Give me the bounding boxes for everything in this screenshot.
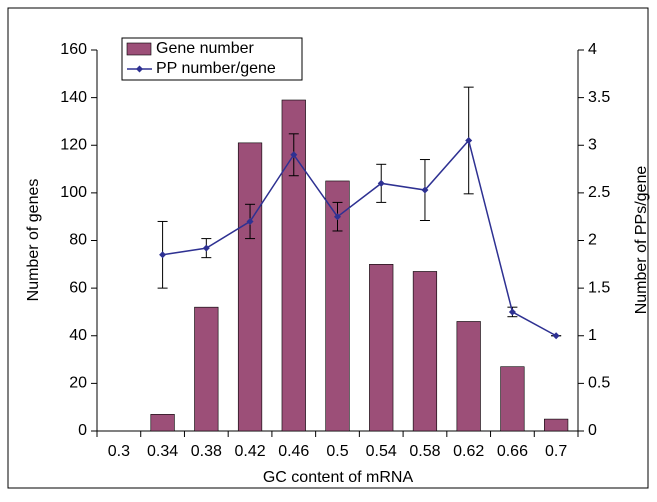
y2-tick-label: 2 [588,232,597,249]
y2-tick-label: 2.5 [588,184,610,201]
y-tick-label: 140 [60,89,87,106]
x-tick-label: 0.66 [497,443,528,460]
x-tick-label: 0.7 [545,443,567,460]
x-tick-label: 0.3 [108,443,130,460]
marker [377,179,385,187]
x-tick-label: 0.38 [191,443,222,460]
y-tick-label: 120 [60,136,87,153]
line [162,138,557,337]
y-tick-label: 40 [69,327,87,344]
marker [465,136,473,144]
legend-box [121,37,303,81]
y-tick-label: 60 [69,279,87,296]
bar [544,418,569,432]
bar [237,142,263,432]
marker [159,251,167,259]
bar [369,264,394,432]
marker [202,244,210,252]
bar [281,99,306,432]
y2-tick-label: 0 [588,422,597,439]
x-axis-label: GC content of mRNA [263,469,414,486]
legend-marker [136,65,143,73]
marker [290,151,298,159]
y2-tick-label: 1 [588,327,597,344]
marker [508,308,516,316]
y2-tick-label: 3.5 [588,89,610,106]
bar [456,321,481,432]
y2-tick-label: 3 [588,136,597,153]
marker [552,332,560,340]
x-tick-label: 0.62 [453,443,484,460]
y-axis-label: Number of genes [25,179,42,302]
x-tick-label: 0.34 [147,443,178,460]
bar [325,180,350,432]
x-tick-label: 0.46 [278,443,309,460]
bar [194,306,219,432]
legend-label: Gene number [156,40,255,57]
y2-axis-label: Number of PPs/gene [633,166,650,315]
y2-tick-label: 4 [588,41,597,58]
y2-tick-label: 0.5 [588,375,610,392]
y-tick-label: 80 [69,232,87,249]
legend-swatch [126,42,152,56]
y-tick-label: 100 [60,184,87,201]
bar [412,271,438,432]
y-tick-label: 160 [60,41,87,58]
y2-tick-label: 1.5 [588,279,610,296]
bar [150,414,175,432]
legend-label: PP number/gene [156,60,276,77]
bar [500,366,525,432]
x-tick-label: 0.5 [326,443,348,460]
marker [246,217,254,225]
x-tick-label: 0.58 [409,443,440,460]
y-tick-label: 0 [78,422,87,439]
frame [7,7,649,489]
y-tick-label: 20 [69,375,87,392]
x-tick-label: 0.42 [234,443,265,460]
marker [334,213,341,221]
marker [421,186,429,194]
x-tick-label: 0.54 [366,443,397,460]
